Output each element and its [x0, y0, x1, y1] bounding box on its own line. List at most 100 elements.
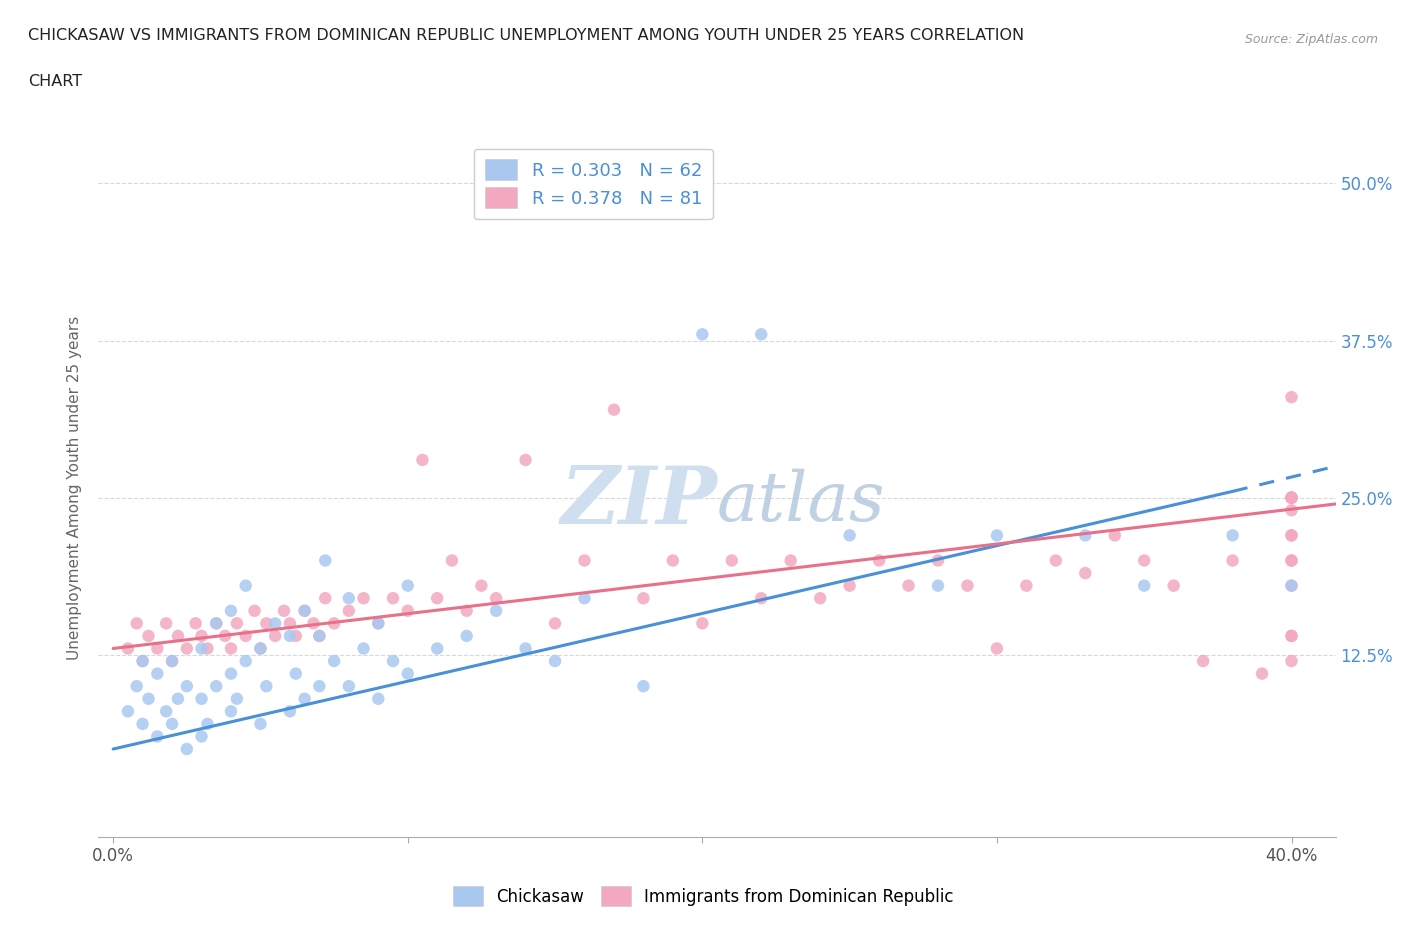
- Text: ZIP: ZIP: [560, 463, 717, 541]
- Point: [544, 616, 567, 631]
- Point: [692, 326, 714, 341]
- Point: [323, 654, 346, 669]
- Point: [205, 616, 228, 631]
- Point: [131, 716, 153, 731]
- Point: [146, 729, 169, 744]
- Point: [167, 629, 190, 644]
- Point: [353, 641, 375, 656]
- Point: [897, 578, 920, 593]
- Point: [235, 654, 257, 669]
- Point: [749, 326, 772, 341]
- Point: [456, 604, 478, 618]
- Point: [720, 553, 742, 568]
- Point: [225, 691, 247, 706]
- Point: [294, 604, 316, 618]
- Point: [117, 641, 139, 656]
- Point: [440, 553, 463, 568]
- Point: [219, 604, 242, 618]
- Point: [1281, 578, 1303, 593]
- Point: [138, 629, 160, 644]
- Point: [308, 629, 330, 644]
- Point: [190, 729, 212, 744]
- Point: [1281, 390, 1303, 405]
- Point: [1281, 490, 1303, 505]
- Point: [353, 591, 375, 605]
- Point: [294, 604, 316, 618]
- Point: [1281, 578, 1303, 593]
- Point: [1281, 490, 1303, 505]
- Point: [927, 578, 949, 593]
- Point: [633, 591, 655, 605]
- Legend: Chickasaw, Immigrants from Dominican Republic: Chickasaw, Immigrants from Dominican Rep…: [446, 880, 960, 912]
- Point: [167, 691, 190, 706]
- Point: [382, 654, 405, 669]
- Point: [273, 604, 295, 618]
- Point: [155, 616, 177, 631]
- Point: [219, 666, 242, 681]
- Point: [337, 591, 360, 605]
- Point: [1251, 666, 1274, 681]
- Point: [314, 591, 336, 605]
- Point: [515, 453, 537, 468]
- Point: [396, 578, 419, 593]
- Point: [470, 578, 492, 593]
- Point: [235, 578, 257, 593]
- Point: [1045, 553, 1067, 568]
- Point: [302, 616, 325, 631]
- Point: [243, 604, 266, 618]
- Point: [1163, 578, 1185, 593]
- Point: [117, 704, 139, 719]
- Point: [633, 679, 655, 694]
- Point: [337, 679, 360, 694]
- Point: [176, 741, 198, 756]
- Point: [692, 616, 714, 631]
- Point: [779, 553, 801, 568]
- Point: [485, 604, 508, 618]
- Point: [1222, 553, 1244, 568]
- Text: atlas: atlas: [717, 469, 886, 536]
- Point: [838, 528, 860, 543]
- Point: [160, 654, 183, 669]
- Point: [337, 604, 360, 618]
- Point: [264, 629, 287, 644]
- Point: [205, 679, 228, 694]
- Point: [284, 629, 307, 644]
- Point: [284, 666, 307, 681]
- Point: [1074, 528, 1097, 543]
- Point: [396, 666, 419, 681]
- Point: [190, 691, 212, 706]
- Point: [515, 641, 537, 656]
- Point: [838, 578, 860, 593]
- Point: [1281, 503, 1303, 518]
- Point: [131, 654, 153, 669]
- Point: [485, 591, 508, 605]
- Legend: R = 0.303   N = 62, R = 0.378   N = 81: R = 0.303 N = 62, R = 0.378 N = 81: [474, 149, 713, 219]
- Point: [176, 641, 198, 656]
- Point: [308, 629, 330, 644]
- Point: [264, 616, 287, 631]
- Point: [426, 641, 449, 656]
- Point: [125, 679, 148, 694]
- Text: Source: ZipAtlas.com: Source: ZipAtlas.com: [1244, 33, 1378, 46]
- Point: [1281, 528, 1303, 543]
- Point: [160, 716, 183, 731]
- Point: [456, 629, 478, 644]
- Point: [205, 616, 228, 631]
- Point: [160, 654, 183, 669]
- Point: [1222, 528, 1244, 543]
- Point: [184, 616, 207, 631]
- Point: [314, 553, 336, 568]
- Point: [1281, 528, 1303, 543]
- Point: [367, 616, 389, 631]
- Point: [197, 641, 219, 656]
- Point: [197, 716, 219, 731]
- Point: [249, 641, 271, 656]
- Point: [254, 616, 277, 631]
- Point: [986, 528, 1008, 543]
- Point: [1281, 490, 1303, 505]
- Point: [396, 604, 419, 618]
- Point: [1074, 565, 1097, 580]
- Point: [249, 641, 271, 656]
- Point: [426, 591, 449, 605]
- Point: [1281, 553, 1303, 568]
